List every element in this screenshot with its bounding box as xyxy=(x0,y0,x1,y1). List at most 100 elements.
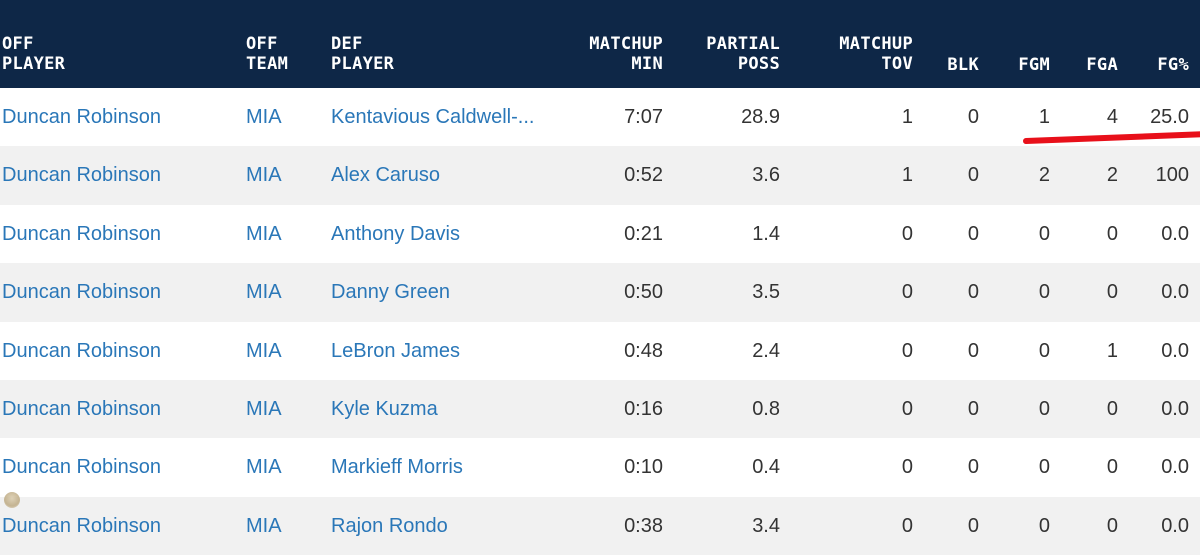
matchup-tov-cell: 0 xyxy=(901,514,913,537)
off-team-link[interactable]: MIA xyxy=(246,106,282,128)
blk-cell: 0 xyxy=(967,281,979,304)
fga-cell: 0 xyxy=(1106,281,1118,304)
matchup-min-cell: 0:50 xyxy=(624,281,663,304)
header-fga[interactable]: FGA xyxy=(1086,55,1118,75)
off-team-link[interactable]: MIA xyxy=(246,222,282,245)
fga-cell: 1 xyxy=(1106,339,1118,362)
matchup-min-cell: 0:48 xyxy=(624,339,663,362)
matchup-min-cell: 0:21 xyxy=(624,222,663,245)
fga-cell: 4 xyxy=(1106,106,1118,128)
def-player-link[interactable]: Kentavious Caldwell-... xyxy=(331,106,535,128)
fga-cell: 0 xyxy=(1106,514,1118,537)
matchup-tov-cell: 0 xyxy=(901,281,913,304)
fg-pct-cell: 0.0 xyxy=(1161,281,1189,304)
table-row: Duncan Robinson MIA Markieff Morris 0:10 0.4… xyxy=(0,438,1200,497)
matchup-min-cell: 0:16 xyxy=(624,397,663,420)
off-team-link[interactable]: MIA xyxy=(246,456,282,479)
table-row: Duncan Robinson MIA Kentavious Caldwell-..… xyxy=(0,88,1200,147)
off-player-link[interactable]: Duncan Robinson xyxy=(2,281,161,304)
fg-pct-cell: 0.0 xyxy=(1161,514,1189,537)
fga-cell: 0 xyxy=(1106,222,1118,245)
fga-cell: 0 xyxy=(1106,397,1118,420)
fgm-cell: 0 xyxy=(1038,397,1050,420)
matchup-min-cell: 0:38 xyxy=(624,514,663,537)
matchup-min-cell: 7:07 xyxy=(624,106,663,128)
blk-cell: 0 xyxy=(967,456,979,479)
matchup-tov-cell: 0 xyxy=(901,397,913,420)
def-player-link[interactable]: Kyle Kuzma xyxy=(331,397,438,420)
table-row: Duncan Robinson MIA Danny Green 0:50 3.5 0 0 0 0… xyxy=(0,263,1200,322)
fg-pct-cell: 0.0 xyxy=(1161,456,1189,479)
table-row: Duncan Robinson MIA Rajon Rondo 0:38 3.4 0 0 0 0… xyxy=(0,496,1200,555)
def-player-link[interactable]: Danny Green xyxy=(331,281,450,304)
header-blk[interactable]: BLK xyxy=(947,55,979,75)
partial-poss-cell: 1.4 xyxy=(752,222,780,245)
def-player-link[interactable]: Markieff Morris xyxy=(331,456,463,479)
fgm-cell: 1 xyxy=(1038,106,1050,128)
header-partial-poss[interactable]: PARTIAL POSS xyxy=(706,34,780,74)
partial-poss-cell: 28.9 xyxy=(741,106,780,128)
off-team-link[interactable]: MIA xyxy=(246,339,282,362)
off-team-link[interactable]: MIA xyxy=(246,281,282,304)
partial-poss-cell: 2.4 xyxy=(752,339,780,362)
fg-pct-cell: 0.0 xyxy=(1161,339,1189,362)
matchup-tov-cell: 0 xyxy=(901,222,913,245)
blk-cell: 0 xyxy=(967,339,979,362)
fgm-cell: 0 xyxy=(1038,339,1050,362)
blk-cell: 0 xyxy=(967,222,979,245)
table-header: OFF PLAYER OFF TEAM DEF PLAYER MATCHUP M… xyxy=(0,0,1200,88)
fg-pct-cell: 25.0 xyxy=(1150,106,1189,128)
fgm-cell: 0 xyxy=(1038,281,1050,304)
header-off-player[interactable]: OFF PLAYER xyxy=(2,34,66,74)
header-off-team[interactable]: OFF TEAM xyxy=(246,34,289,74)
header-matchup-min[interactable]: MATCHUP MIN xyxy=(589,34,663,74)
fg-pct-cell: 0.0 xyxy=(1161,397,1189,420)
off-team-link[interactable]: MIA xyxy=(246,514,282,537)
table-row: Duncan Robinson MIA Kyle Kuzma 0:16 0.8 0 0 0 0 0… xyxy=(0,379,1200,439)
fgm-cell: 0 xyxy=(1038,514,1050,537)
off-team-link[interactable]: MIA xyxy=(246,164,282,187)
off-player-link[interactable]: Duncan Robinson xyxy=(2,106,161,128)
table-body: Duncan Robinson MIA Kentavious Caldwell-..… xyxy=(0,88,1200,555)
def-player-link[interactable]: Rajon Rondo xyxy=(331,514,448,537)
header-fg-pct[interactable]: FG% xyxy=(1157,55,1189,75)
fgm-cell: 2 xyxy=(1038,164,1050,187)
matchup-min-cell: 0:52 xyxy=(624,164,663,187)
fgm-cell: 0 xyxy=(1038,222,1050,245)
matchup-tov-cell: 0 xyxy=(901,339,913,362)
table-row: Duncan Robinson MIA LeBron James 0:48 2.4 0 0 0… xyxy=(0,321,1200,380)
off-player-link[interactable]: Duncan Robinson xyxy=(2,164,161,187)
def-player-link[interactable]: Anthony Davis xyxy=(331,222,460,245)
table-row: Duncan Robinson MIA Anthony Davis 0:21 1.4 0 0… xyxy=(0,204,1200,264)
matchup-min-cell: 0:10 xyxy=(624,456,663,479)
off-player-link[interactable]: Duncan Robinson xyxy=(2,339,161,362)
off-team-link[interactable]: MIA xyxy=(246,397,282,420)
partial-poss-cell: 0.4 xyxy=(752,456,780,479)
red-underline-annotation xyxy=(1023,131,1200,144)
fgm-cell: 0 xyxy=(1038,456,1050,479)
off-player-link[interactable]: Duncan Robinson xyxy=(2,514,161,537)
matchup-tov-cell: 1 xyxy=(901,106,913,128)
blk-cell: 0 xyxy=(967,106,979,128)
def-player-link[interactable]: Alex Caruso xyxy=(331,164,440,187)
table-row: Duncan Robinson MIA Alex Caruso 0:52 3.6 1 0 2 2… xyxy=(0,146,1200,205)
matchup-tov-cell: 0 xyxy=(901,456,913,479)
partial-poss-cell: 0.8 xyxy=(752,397,780,420)
fg-pct-cell: 0.0 xyxy=(1161,222,1189,245)
off-player-link[interactable]: Duncan Robinson xyxy=(2,397,161,420)
header-def-player[interactable]: DEF PLAYER xyxy=(331,34,395,74)
header-matchup-tov[interactable]: MATCHUP TOV xyxy=(839,34,913,74)
fg-pct-cell: 100 xyxy=(1155,164,1189,187)
partial-poss-cell: 3.5 xyxy=(752,281,780,304)
blk-cell: 0 xyxy=(967,397,979,420)
header-fgm[interactable]: FGM xyxy=(1018,55,1050,75)
matchup-tov-cell: 1 xyxy=(901,164,913,187)
def-player-link[interactable]: LeBron James xyxy=(331,339,460,362)
partial-poss-cell: 3.4 xyxy=(752,514,780,537)
off-player-link[interactable]: Duncan Robinson xyxy=(2,456,161,479)
off-player-link[interactable]: Duncan Robinson xyxy=(2,222,161,245)
fga-cell: 2 xyxy=(1106,164,1118,187)
partial-poss-cell: 3.6 xyxy=(752,164,780,187)
blk-cell: 0 xyxy=(967,164,979,187)
